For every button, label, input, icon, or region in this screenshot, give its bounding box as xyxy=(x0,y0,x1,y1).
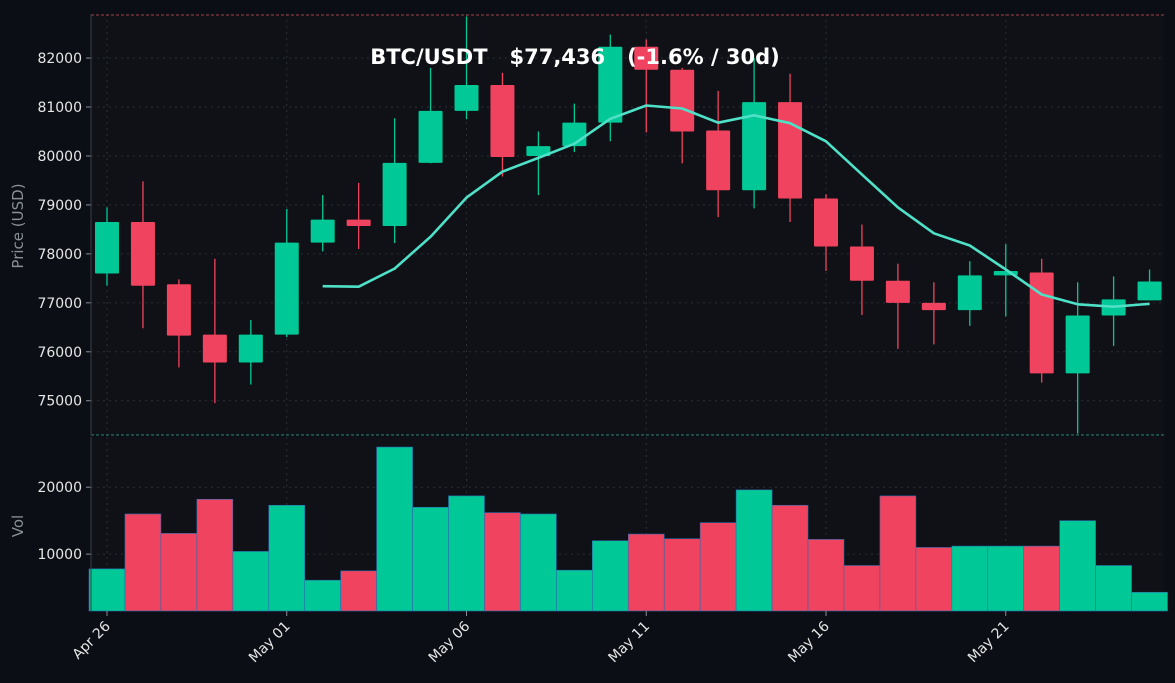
price-tick-label: 79000 xyxy=(37,198,82,214)
candle-body-up xyxy=(454,84,479,111)
price-tick-label: 75000 xyxy=(37,394,82,410)
candle-body-up xyxy=(742,102,767,191)
candle-body-up xyxy=(238,334,263,363)
volume-bar-up xyxy=(987,545,1025,612)
volume-bar-down xyxy=(484,512,521,612)
chart-title: BTC/USDT $77,436 (-1.6% / 30d) xyxy=(370,45,780,69)
candle-body-up xyxy=(310,219,335,243)
volume-bar-up xyxy=(376,446,413,612)
candle-body-down xyxy=(921,302,946,311)
price-tick-label: 81000 xyxy=(37,100,82,116)
volume-bar-down xyxy=(124,513,162,612)
candle-body-down xyxy=(778,102,803,199)
volume-bar-down xyxy=(340,570,377,612)
price-axis: 75000 76000 77000 78000 79000 80000 81000 82000 xyxy=(37,51,91,410)
volume-bar-up xyxy=(232,551,270,612)
volume-bar-up xyxy=(88,568,126,612)
candle-body-up xyxy=(1137,281,1162,301)
price-tick-label: 82000 xyxy=(37,51,82,67)
candle-body-down xyxy=(706,130,731,191)
candle-body-up xyxy=(957,275,982,311)
volume-bar-down xyxy=(915,547,953,612)
volume-bar-down xyxy=(663,538,701,612)
candle-bodies xyxy=(95,46,1162,374)
candle-body-up xyxy=(382,162,407,226)
candle-body-down xyxy=(166,284,191,336)
candle-body-down xyxy=(130,222,155,286)
volume-bar-up xyxy=(304,579,341,612)
candle-body-down xyxy=(670,69,695,132)
price-tick-label: 78000 xyxy=(37,247,82,263)
volume-bar-up xyxy=(556,569,593,612)
volume-tick-label: 10000 xyxy=(37,547,82,563)
candle-body-down xyxy=(1029,272,1054,374)
volume-bar-down xyxy=(196,498,234,612)
candle-body-down xyxy=(849,246,874,281)
candle-body-down xyxy=(885,280,910,303)
candle-body-up xyxy=(598,46,623,123)
price-axis-label: Price (USD) xyxy=(9,183,27,268)
volume-bar-up xyxy=(1131,591,1168,612)
volume-bar-down xyxy=(879,495,917,612)
volume-axis-label: Vol xyxy=(9,515,27,537)
volume-bar-down xyxy=(160,533,198,612)
volume-bar-down xyxy=(843,565,881,612)
volume-bar-up xyxy=(592,540,629,612)
price-panel-background xyxy=(91,14,1164,435)
moving-average-line xyxy=(322,104,1150,309)
volume-bar-up xyxy=(268,504,306,612)
volume-bars xyxy=(88,446,1168,612)
candle-body-up xyxy=(95,222,119,274)
candle-body-down xyxy=(814,198,838,247)
volume-bar-up xyxy=(1095,565,1132,612)
volume-bar-up xyxy=(735,489,773,612)
price-tick-label: 77000 xyxy=(37,296,82,312)
candle-body-up xyxy=(274,242,299,335)
volume-bar-down xyxy=(627,533,665,612)
volume-bar-down xyxy=(699,522,737,612)
candle-body-down xyxy=(490,84,515,157)
volume-bar-up xyxy=(520,513,557,612)
price-tick-label: 80000 xyxy=(37,149,82,165)
candle-body-down xyxy=(202,334,227,363)
volume-bar-up xyxy=(1059,520,1096,612)
volume-bar-up xyxy=(951,545,989,612)
volume-bar-down xyxy=(771,504,809,612)
volume-bar-down xyxy=(807,539,845,612)
volume-axis: 10000 20000 xyxy=(37,480,91,563)
candle-body-up xyxy=(418,110,443,163)
volume-tick-label: 20000 xyxy=(37,480,82,496)
candle-body-down xyxy=(634,46,659,70)
moving-average-layer xyxy=(322,104,1150,309)
volume-bar-up xyxy=(448,495,485,612)
candle-body-up xyxy=(526,146,551,156)
price-tick-label: 76000 xyxy=(37,345,82,361)
volume-bar-up xyxy=(412,506,449,612)
volume-bar-down xyxy=(1023,545,1060,612)
candle-body-up xyxy=(1065,315,1090,374)
candle-body-down xyxy=(346,219,371,226)
